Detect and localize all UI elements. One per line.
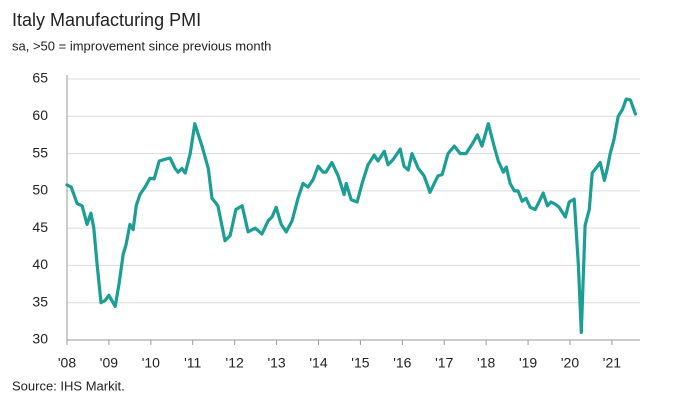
x-tick-label: '13: [267, 355, 285, 371]
y-tick-label: 50: [32, 182, 48, 198]
x-tick-label: '18: [477, 355, 495, 371]
chart-title: Italy Manufacturing PMI: [12, 10, 201, 30]
x-tick-label: '17: [435, 355, 453, 371]
chart-subtitle: sa, >50 = improvement since previous mon…: [12, 38, 271, 53]
y-tick-label: 35: [32, 293, 48, 309]
x-tick-label: '14: [309, 355, 327, 371]
source: Source: IHS Markit.: [12, 378, 125, 393]
x-tick-label: '20: [561, 355, 579, 371]
y-tick-label: 65: [32, 70, 48, 86]
y-tick-label: 55: [32, 144, 48, 160]
y-tick-label: 45: [32, 219, 48, 235]
x-tick-label: '09: [100, 355, 118, 371]
x-tick-label: '08: [58, 355, 76, 371]
x-tick-label: '15: [351, 355, 369, 371]
y-tick-label: 40: [32, 256, 48, 272]
x-tick-label: '16: [393, 355, 411, 371]
line-series: [65, 97, 637, 335]
y-tick-label: 60: [32, 107, 48, 123]
x-tick-label: '10: [142, 355, 160, 371]
x-tick-label: '12: [226, 355, 244, 371]
x-tick-label: '21: [603, 355, 621, 371]
y-tick-label: 30: [32, 331, 48, 347]
x-tick-label: '19: [519, 355, 537, 371]
x-tick-label: '11: [184, 355, 201, 371]
